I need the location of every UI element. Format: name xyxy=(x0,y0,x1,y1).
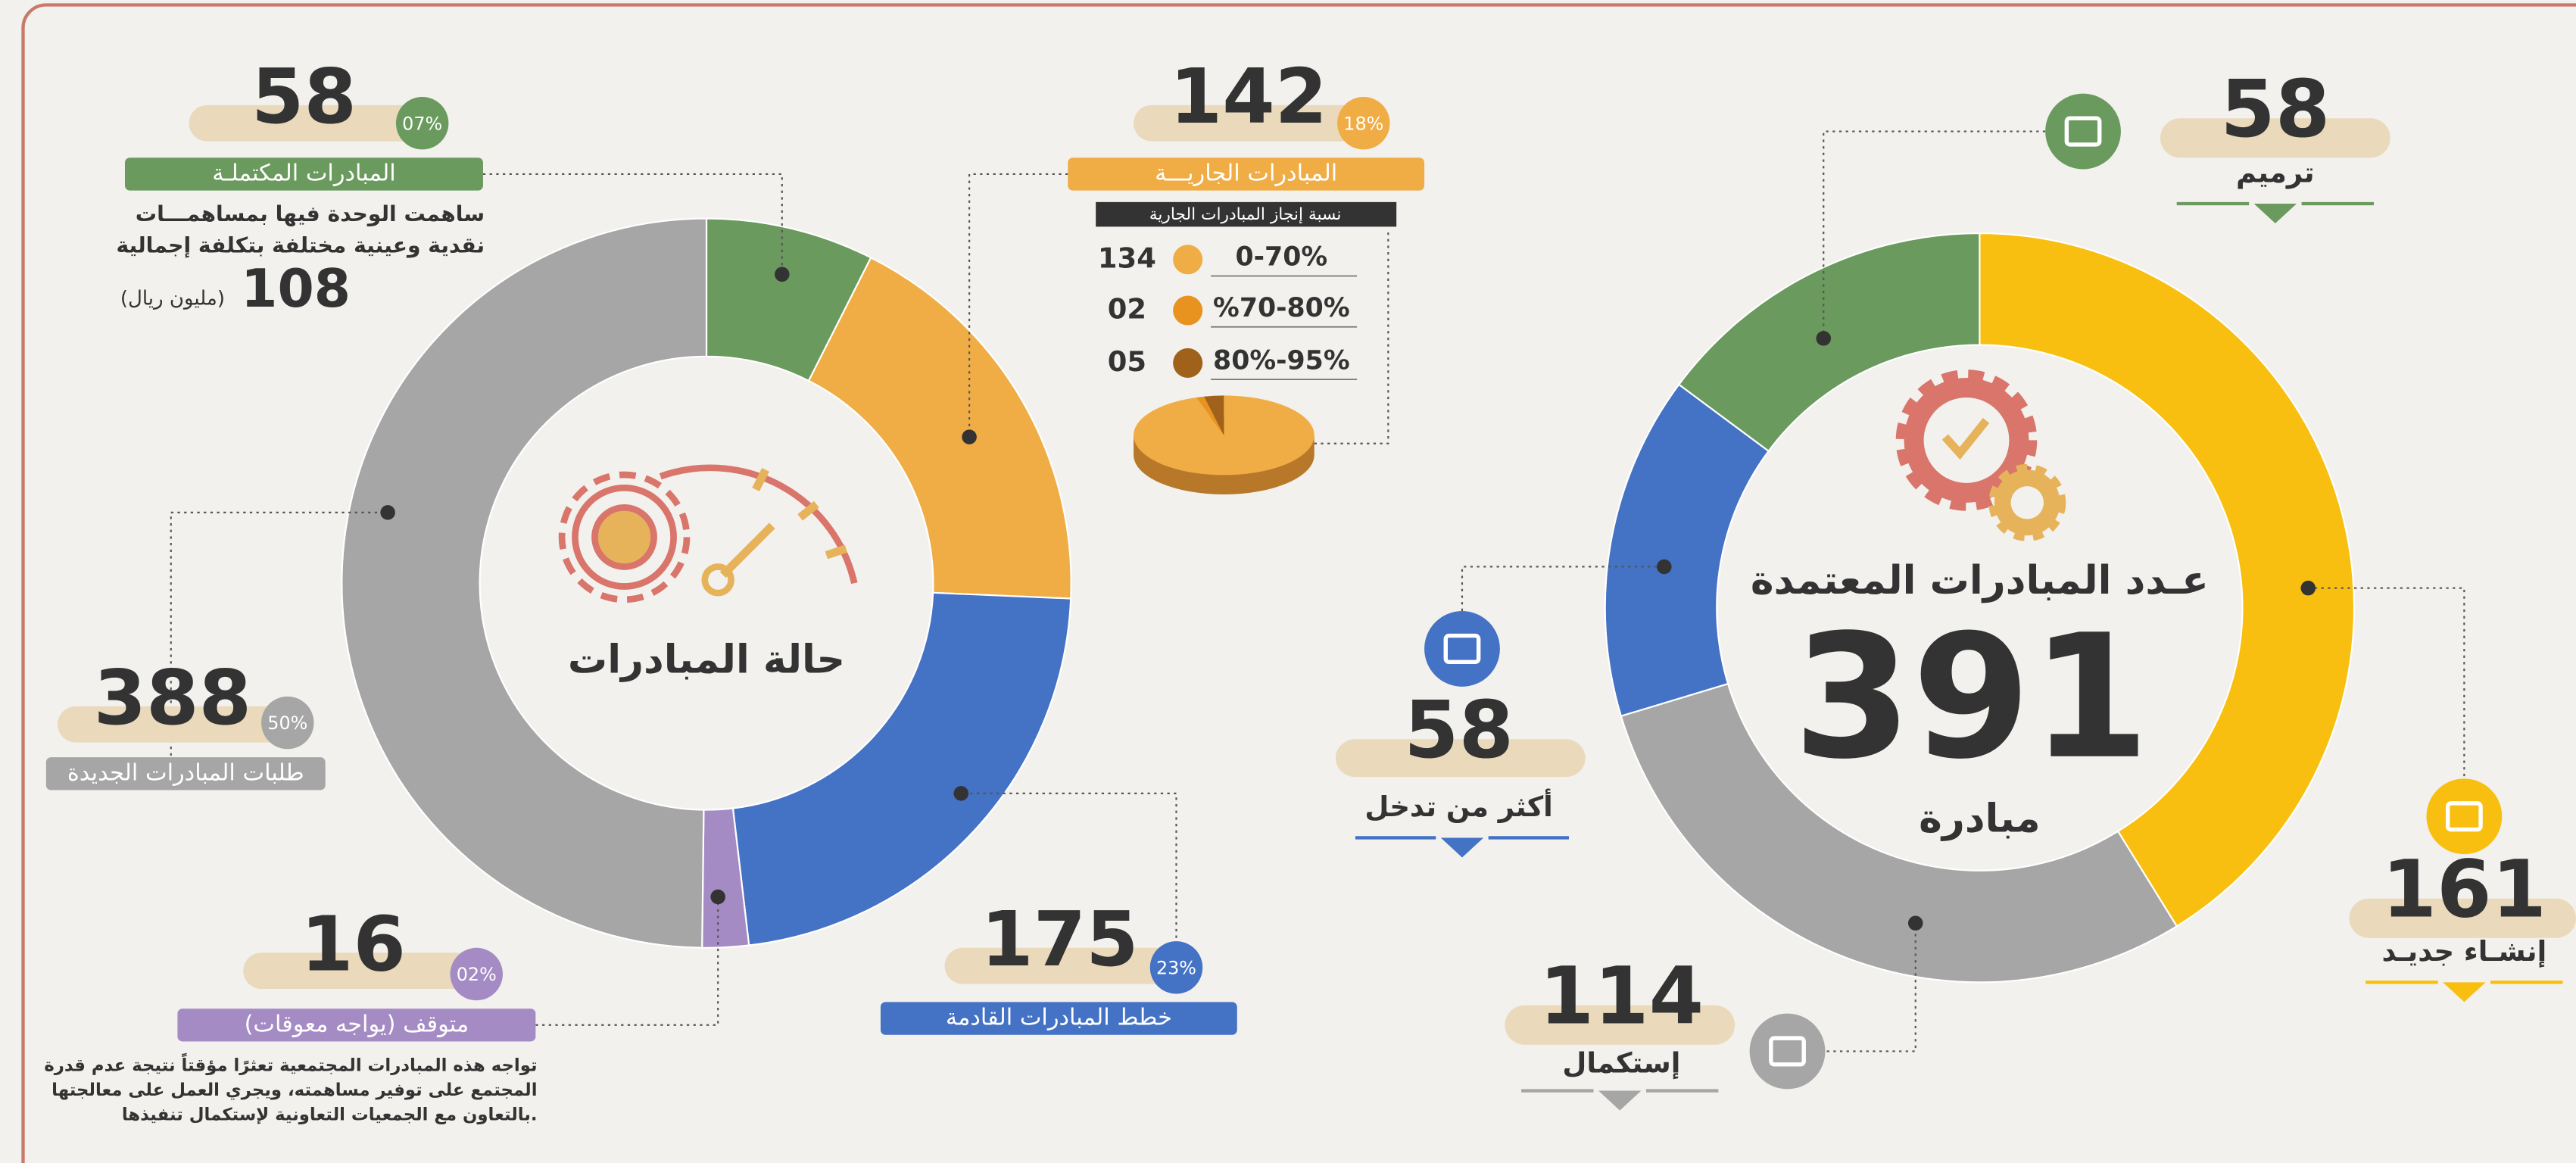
infographic: حالة المبادرات عـدد المبادرات المعتمدة 3… xyxy=(0,0,2576,1163)
leader-dot xyxy=(380,505,395,520)
value-label: 161 xyxy=(2382,843,2546,936)
legend-dot xyxy=(1173,348,1202,378)
amount: 108 xyxy=(241,259,351,320)
value-label: 58 xyxy=(251,52,357,141)
note-line: المجتمع على توفير مساهمته، ويجري العمل ع… xyxy=(51,1080,537,1100)
note-line: بالتعاون مع الجمعيات التعاونية لإستكمال … xyxy=(122,1105,538,1125)
breakdown-title: نسبة إنجاز المبادرات الجارية xyxy=(1149,205,1342,224)
breakdown-category: 80%-95% xyxy=(1213,345,1350,376)
note-line: تواجه هذه المبادرات المجتمعية تعثرًا مؤق… xyxy=(44,1052,537,1075)
note-line: نقدية وعينية مختلفة بتكلفة إجمالية xyxy=(116,232,485,258)
category-label: إنشـاء جديـد xyxy=(2381,935,2546,968)
breakdown-value: 05 xyxy=(1108,345,1146,378)
percent-label: 02% xyxy=(457,964,497,985)
amount-unit: (مليون ريال) xyxy=(120,287,225,310)
category-label: متوقف (يواجه معوقات) xyxy=(245,1011,469,1037)
pie-top xyxy=(1134,395,1315,475)
note-line: ساهمت الوحدة فيها بمساهمـــات xyxy=(136,201,485,226)
value-label: 58 xyxy=(1404,684,1514,776)
leader-dot xyxy=(2300,581,2316,596)
leader-dot xyxy=(1816,331,1831,346)
category-label: طلبات المبادرات الجديدة xyxy=(67,759,304,786)
category-label: أكثر من تدخل xyxy=(1364,788,1552,823)
total: 391 xyxy=(1793,599,2150,797)
value-label: 175 xyxy=(981,895,1138,984)
breakdown-value: 02 xyxy=(1108,293,1146,326)
category-label: خطط المبادرات القادمة xyxy=(946,1005,1172,1031)
leader-dot xyxy=(962,429,977,444)
value-label: 142 xyxy=(1170,52,1327,141)
percent-label: 07% xyxy=(402,113,442,134)
value-label: 114 xyxy=(1539,950,1704,1043)
percent-label: 50% xyxy=(267,712,307,734)
category-icon xyxy=(1750,1014,1826,1090)
legend-dot xyxy=(1173,296,1202,326)
total-unit: مبادرة xyxy=(1919,797,2040,842)
leader-dot xyxy=(954,786,969,801)
category-label: ترميم xyxy=(2236,156,2315,189)
breakdown-category: %70-80% xyxy=(1213,293,1350,323)
category-icon xyxy=(2045,94,2121,170)
page: {"chart_data": [ {"type": "donut", "titl… xyxy=(0,0,2576,1163)
category-label: إستكمال xyxy=(1562,1046,1680,1079)
value-label: 388 xyxy=(94,653,251,742)
leader-dot xyxy=(710,890,725,905)
legend-dot xyxy=(1173,245,1202,274)
category-label: المبادرات الجاريـــة xyxy=(1155,160,1337,186)
category-icon xyxy=(1424,611,1500,687)
category-label: المبادرات المكتملـة xyxy=(212,160,395,186)
percent-label: 23% xyxy=(1156,958,1196,979)
leader-dot xyxy=(775,267,790,282)
value-label: 58 xyxy=(2220,63,2330,155)
breakdown-category: 0-70% xyxy=(1236,242,1328,273)
leader-dot xyxy=(1657,560,1672,575)
leader-dot xyxy=(1908,915,1923,931)
right-title: عـدد المبادرات المعتمدة xyxy=(1751,558,2209,603)
percent-label: 18% xyxy=(1343,113,1383,134)
value-label: 16 xyxy=(301,900,406,988)
breakdown-value: 134 xyxy=(1098,242,1156,274)
left-title: حالة المبادرات xyxy=(568,637,845,682)
